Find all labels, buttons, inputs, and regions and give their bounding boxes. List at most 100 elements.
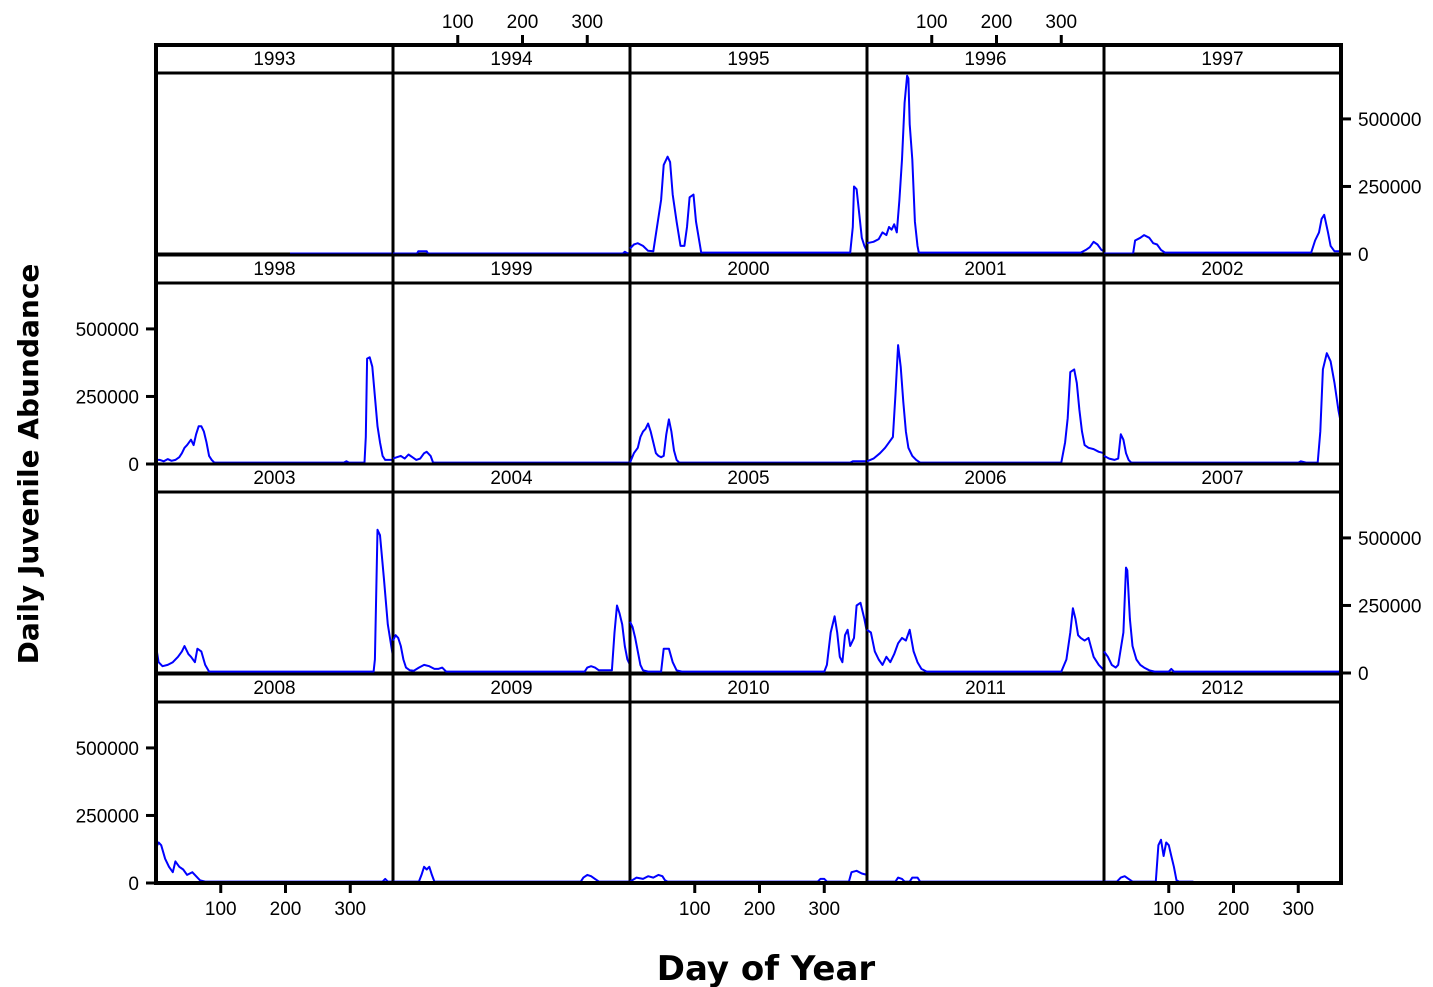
panel-strip-label: 2006 (964, 468, 1006, 489)
panels-layer: 1993 1994 1995 1996 1997 1998 1999 2000 2001 2002… (154, 43, 1343, 885)
series-line-1999 (392, 450, 630, 464)
x-tick-label-top: 100 (442, 12, 474, 33)
panel-frame (391, 71, 632, 256)
series-line-2002 (1103, 352, 1342, 464)
panel-strip-label: 2000 (727, 259, 769, 280)
panel-strip-label: 2011 (965, 678, 1006, 699)
panel-1997: 1997 (1102, 43, 1343, 256)
panel-1995: 1995 (628, 43, 869, 256)
y-tick-label-left: 0 (128, 455, 139, 476)
panel-1994: 1994 (391, 43, 632, 256)
series-line-2012 (1104, 838, 1194, 883)
series-line-1995 (629, 155, 868, 254)
series-line-1996 (866, 74, 1105, 254)
y-tick-label-left: 0 (128, 874, 139, 895)
x-tick-label-top: 300 (1045, 12, 1077, 33)
panel-frame (865, 281, 1106, 466)
series-line-1998 (156, 356, 393, 464)
y-tick-label-right: 500000 (1358, 110, 1421, 131)
series-line-2009 (393, 865, 630, 883)
panel-2011: 2011 (865, 672, 1106, 885)
panel-strip (865, 253, 1106, 285)
panel-2002: 2002 (1102, 253, 1343, 466)
panel-2001: 2001 (865, 253, 1106, 466)
x-tick-label-bottom: 300 (1282, 899, 1314, 920)
panel-strip-label: 2009 (490, 678, 532, 699)
panel-frame (154, 281, 395, 466)
series-line-2006 (866, 607, 1105, 673)
x-tick-label-top: 200 (981, 12, 1013, 33)
series-line-2005 (629, 601, 868, 673)
panel-strip-label: 1998 (253, 259, 295, 280)
panel-strip (154, 253, 395, 285)
series-line-2003 (155, 528, 394, 673)
panel-1993: 1993 (154, 43, 395, 256)
y-tick-label-right: 250000 (1358, 177, 1421, 198)
panel-frame (1102, 490, 1343, 675)
panel-2008: 2008 (154, 672, 395, 885)
panel-frame (1102, 700, 1343, 885)
panel-strip-label: 2010 (727, 678, 769, 699)
panel-2005: 2005 (628, 462, 869, 675)
panel-2012: 2012 (1102, 672, 1343, 885)
series-line-2001 (866, 344, 1105, 464)
panel-frame (1102, 71, 1343, 256)
panel-frame (628, 700, 869, 885)
x-tick-label-bottom: 100 (679, 899, 711, 920)
panel-frame (391, 281, 632, 466)
panel-strip-label: 2001 (964, 259, 1006, 280)
x-tick-label-bottom: 200 (1218, 899, 1250, 920)
panel-frame (628, 71, 869, 256)
y-tick-label-left: 500000 (76, 320, 139, 341)
panel-strip-label: 1997 (1201, 49, 1243, 70)
panel-1998: 1998 (154, 253, 395, 466)
x-tick-label-top: 300 (571, 12, 603, 33)
panel-frame (391, 700, 632, 885)
panel-2009: 2009 (391, 672, 632, 885)
series-line-2004 (392, 604, 631, 673)
y-tick-label-left: 250000 (76, 806, 139, 827)
panel-2006: 2006 (865, 462, 1106, 675)
panel-strip-label: 1996 (964, 49, 1006, 70)
panel-strip-label: 1993 (253, 49, 295, 70)
panel-strip-label: 2007 (1201, 468, 1243, 489)
panel-frame (154, 490, 395, 675)
y-tick-label-left: 500000 (76, 739, 139, 760)
panel-strip-label: 2008 (253, 678, 295, 699)
panel-2007: 2007 (1102, 462, 1343, 675)
panel-2000: 2000 (628, 253, 869, 466)
x-tick-label-bottom: 100 (205, 899, 237, 920)
panel-strip (865, 672, 1106, 704)
panel-strip-label: 1995 (727, 49, 769, 70)
panel-frame (154, 71, 395, 256)
panel-2004: 2004 (391, 462, 632, 675)
panel-frame (865, 700, 1106, 885)
panel-strip-label: 1994 (490, 49, 533, 70)
panel-strip-label: 2003 (253, 468, 295, 489)
panel-2010: 2010 (628, 672, 869, 885)
x-axis-title: Day of Year (657, 949, 876, 987)
panel-1996: 1996 (865, 43, 1106, 256)
series-line-2008 (155, 841, 393, 883)
x-tick-label-top: 200 (507, 12, 539, 33)
panel-strip-label: 2005 (727, 468, 769, 489)
x-tick-label-top: 100 (916, 12, 948, 33)
x-tick-label-bottom: 200 (744, 899, 776, 920)
series-line-2000 (629, 418, 867, 464)
panel-strip-label: 2012 (1201, 678, 1243, 699)
panel-strip-label: 2002 (1201, 259, 1243, 280)
y-tick-label-right: 0 (1358, 245, 1369, 266)
panel-frame (1102, 281, 1343, 466)
x-tick-label-bottom: 300 (334, 899, 366, 920)
y-tick-label-right: 500000 (1358, 529, 1421, 550)
panel-1999: 1999 (391, 253, 632, 466)
y-tick-label-right: 0 (1358, 664, 1369, 685)
series-line-2010 (629, 869, 868, 883)
x-tick-label-bottom: 100 (1153, 899, 1185, 920)
y-tick-label-left: 250000 (76, 387, 139, 408)
x-tick-label-bottom: 200 (270, 899, 302, 920)
panel-frame (628, 490, 869, 675)
series-line-1997 (1104, 213, 1341, 255)
y-axis-title: Daily Juvenile Abundance (12, 264, 45, 665)
